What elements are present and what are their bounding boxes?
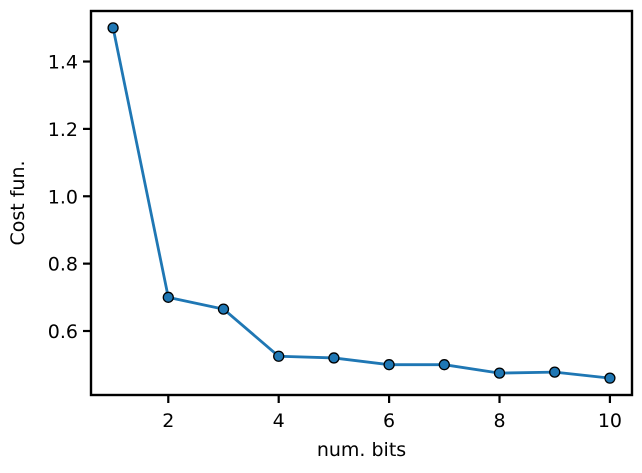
- data-point: [604, 372, 616, 384]
- data-point: [107, 22, 119, 34]
- ticks-layer: 2 4 6 8 10 0.6 0.8 1.0 1.2 1.4: [48, 52, 622, 432]
- y-tick-label: 1.4: [48, 52, 78, 74]
- x-tick-label: 10: [598, 410, 622, 432]
- x-tick-label: 4: [273, 410, 285, 432]
- data-point: [273, 350, 285, 362]
- series-layer: [107, 22, 616, 384]
- y-tick-label: 0.6: [48, 321, 78, 343]
- series-line: [111, 26, 612, 380]
- y-tick-label: 1.0: [48, 186, 78, 208]
- y-axis-title: Cost fun.: [7, 160, 29, 245]
- y-tick-label: 0.8: [48, 254, 78, 276]
- x-tick-label: 8: [493, 410, 505, 432]
- data-point: [162, 291, 174, 303]
- data-point: [217, 303, 230, 315]
- plot-area-frame: [89, 9, 634, 397]
- data-point: [438, 359, 450, 371]
- y-tick-label: 1.2: [48, 119, 78, 141]
- x-tick-label: 6: [383, 410, 395, 432]
- data-point: [328, 352, 340, 364]
- data-point: [383, 359, 395, 371]
- x-tick-label: 2: [162, 410, 174, 432]
- x-axis-title: num. bits: [317, 439, 406, 461]
- data-point: [549, 366, 561, 378]
- data-point: [493, 367, 506, 379]
